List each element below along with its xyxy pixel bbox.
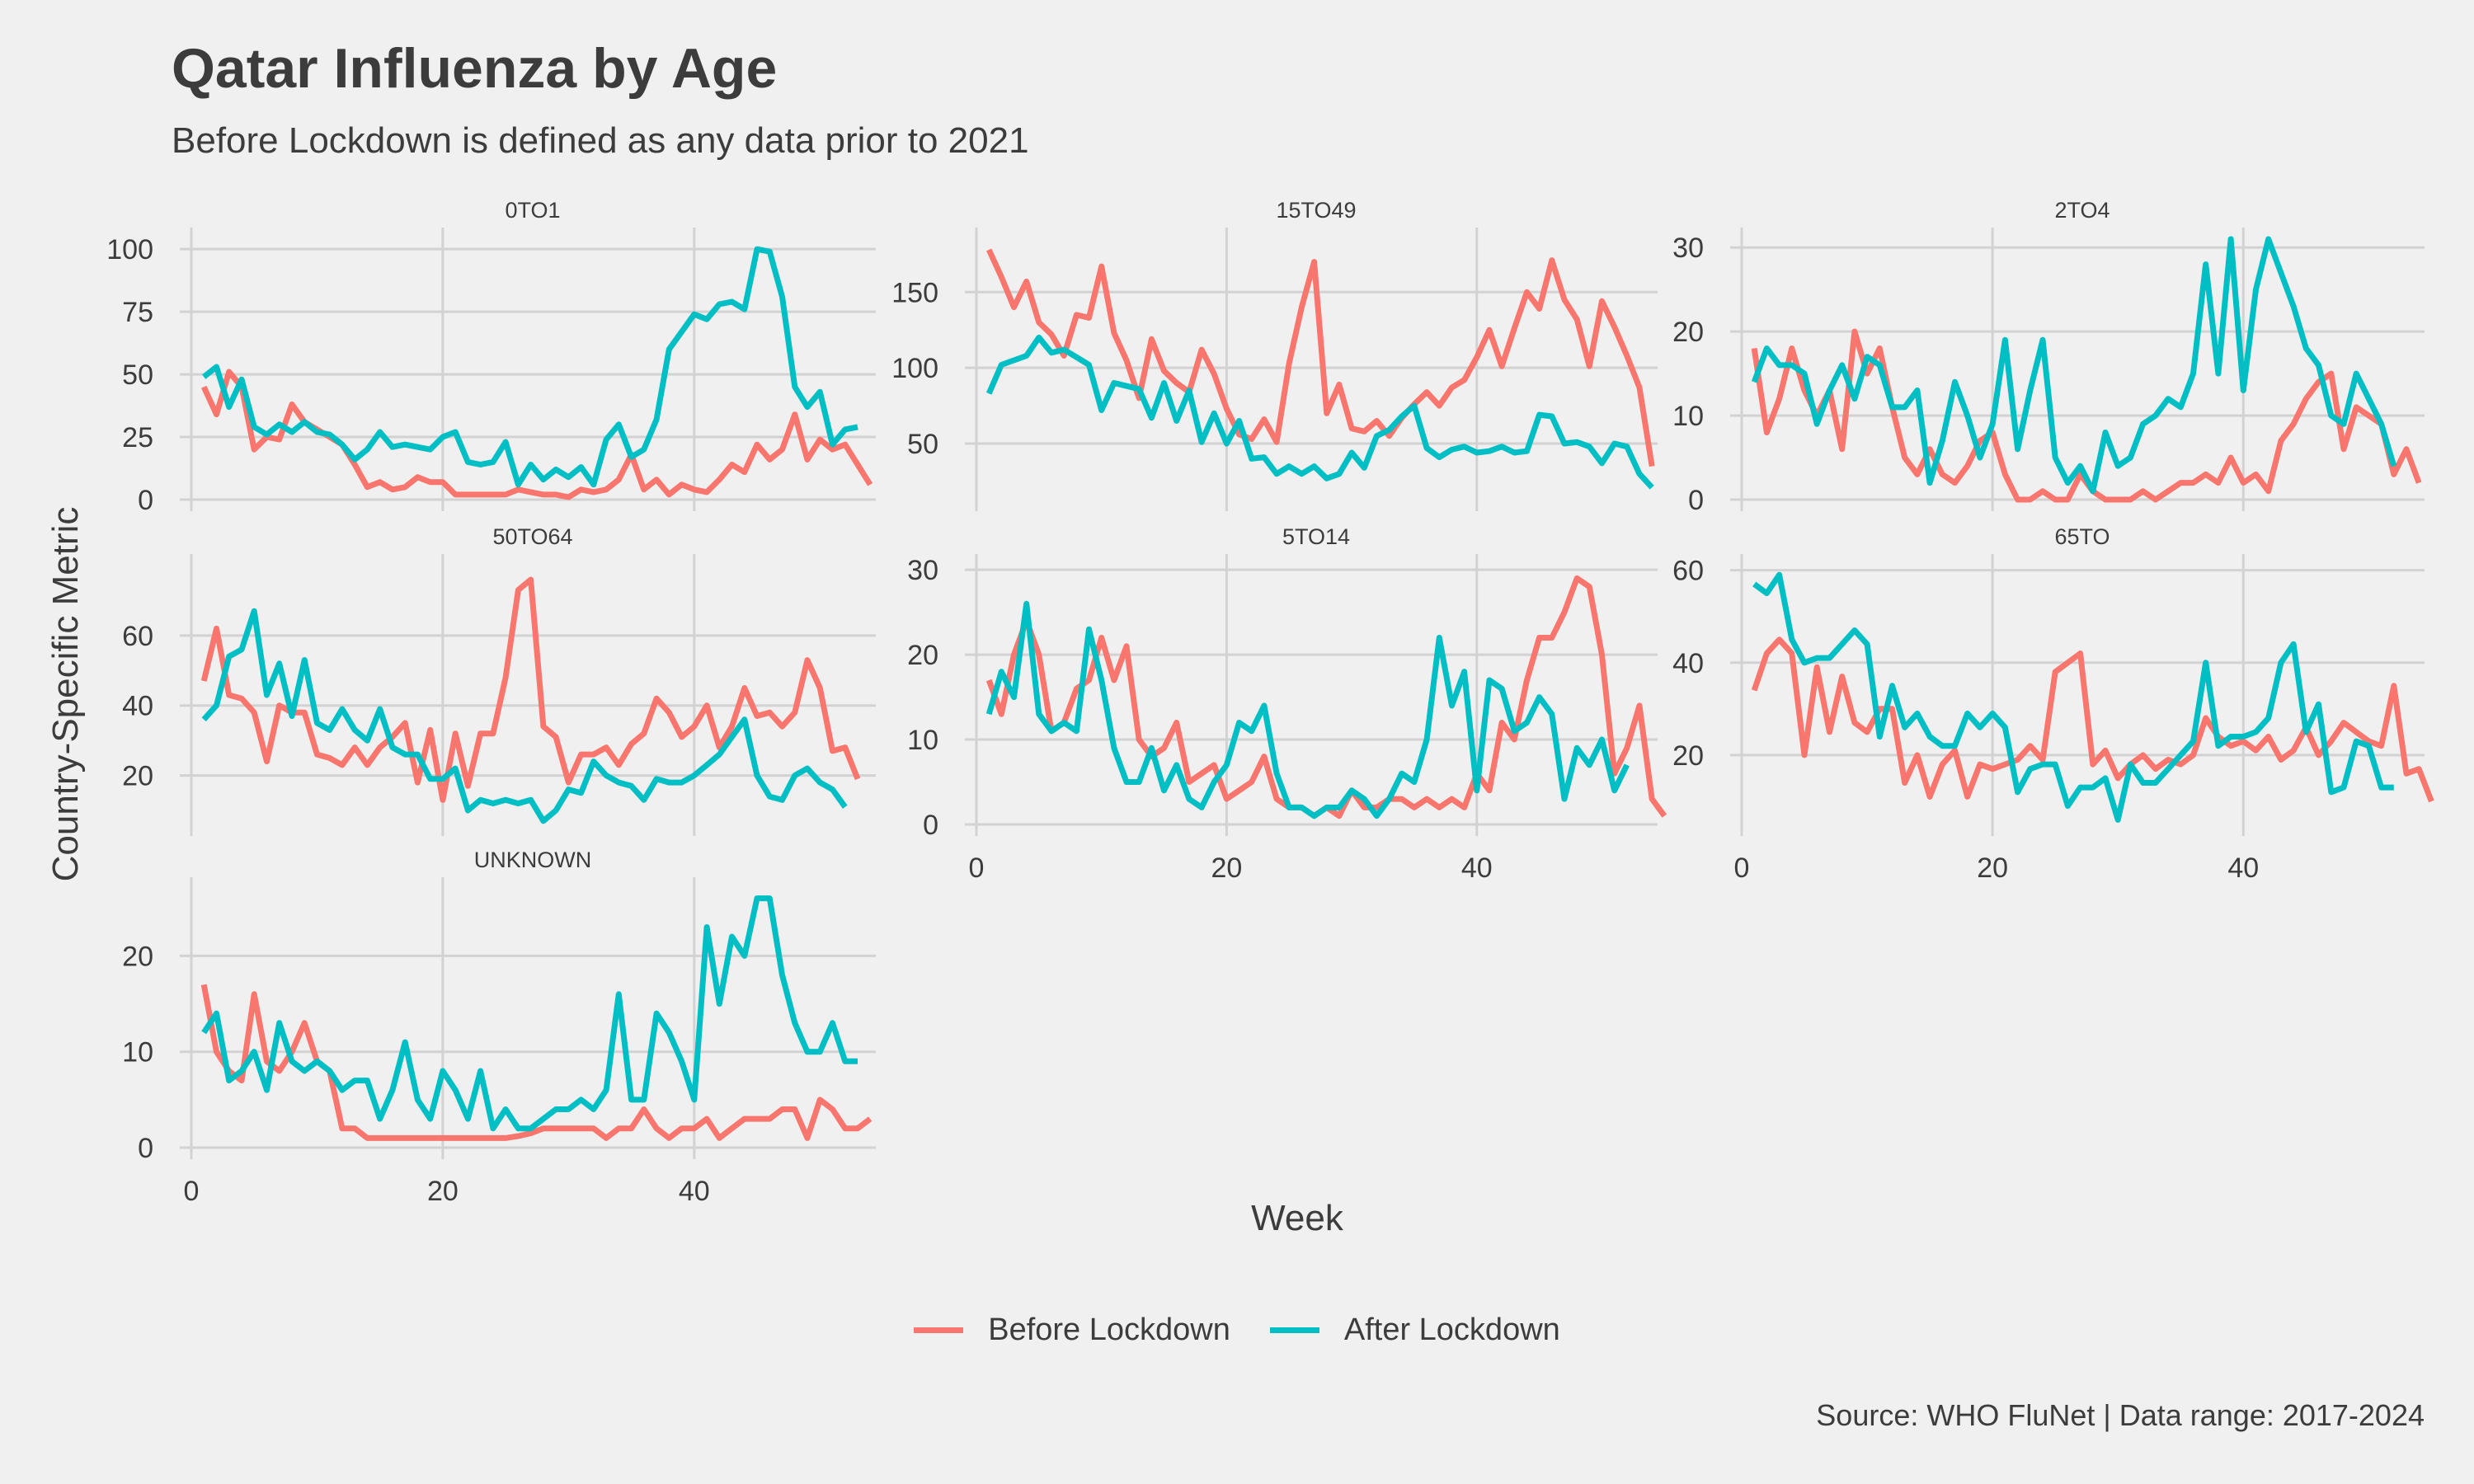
series-line-65to-before bbox=[1751, 636, 2434, 803]
series-line-15to49-after bbox=[985, 334, 1654, 490]
chart-caption: Source: WHO FluNet | Data range: 2017-20… bbox=[1816, 1398, 2425, 1432]
panel-title-5to14: 5TO14 bbox=[1282, 524, 1350, 549]
x-tick-label-65to: 40 bbox=[2227, 852, 2259, 884]
y-tick-label-unknown: 10 bbox=[122, 1037, 153, 1068]
legend-label-after: After Lockdown bbox=[1343, 1313, 1560, 1347]
legend-item-after: After Lockdown bbox=[1269, 1313, 1560, 1348]
y-tick-label-0to1: 50 bbox=[122, 359, 153, 391]
y-tick-label-2to4: 20 bbox=[1672, 317, 1704, 348]
y-tick-label-0to1: 100 bbox=[106, 234, 153, 265]
series-line-65to-after bbox=[1752, 571, 2394, 823]
panel-title-unknown: UNKNOWN bbox=[474, 848, 592, 872]
y-tick-label-0to1: 25 bbox=[122, 422, 153, 453]
y-axis-title: Country-Specific Metric bbox=[45, 507, 86, 882]
panel-2to4: 2TO4 0 10 20 30 bbox=[1672, 198, 2425, 516]
y-tick-label-65to: 40 bbox=[1672, 648, 1704, 679]
legend-label-before: Before Lockdown bbox=[988, 1313, 1230, 1347]
y-tick-label-50to64: 60 bbox=[122, 621, 153, 652]
x-tick-label-unknown: 20 bbox=[427, 1176, 459, 1207]
legend-swatch-after bbox=[1269, 1327, 1319, 1333]
y-tick-label-15to49: 100 bbox=[891, 353, 938, 384]
x-tick-label-unknown: 0 bbox=[184, 1176, 200, 1207]
x-tick-label-65to: 0 bbox=[1734, 852, 1750, 884]
x-tick-label-65to: 20 bbox=[1977, 852, 2008, 884]
y-tick-label-5to14: 20 bbox=[907, 640, 938, 671]
panel-title-65to: 65TO bbox=[2054, 524, 2109, 549]
chart-title: Qatar Influenza by Age bbox=[172, 37, 778, 100]
legend-item-before: Before Lockdown bbox=[914, 1313, 1230, 1348]
series-line-5to14-after bbox=[985, 600, 1630, 819]
y-tick-label-unknown: 20 bbox=[122, 941, 153, 972]
y-tick-label-50to64: 20 bbox=[122, 761, 153, 792]
legend-swatch-before bbox=[914, 1327, 964, 1333]
panel-title-15to49: 15TO49 bbox=[1276, 198, 1356, 223]
y-tick-label-0to1: 0 bbox=[138, 485, 153, 516]
series-line-2to4-after bbox=[1751, 236, 2397, 495]
panel-title-2to4: 2TO4 bbox=[2054, 198, 2109, 223]
y-tick-label-unknown: 0 bbox=[138, 1133, 153, 1164]
x-tick-label-unknown: 40 bbox=[679, 1176, 710, 1207]
chart-subtitle: Before Lockdown is defined as any data p… bbox=[172, 120, 1029, 161]
y-tick-label-2to4: 0 bbox=[1688, 485, 1704, 516]
series-line-0to1-before bbox=[201, 369, 873, 500]
x-tick-label-5to14: 0 bbox=[969, 852, 985, 884]
y-tick-label-5to14: 0 bbox=[923, 810, 938, 841]
y-tick-label-65to: 20 bbox=[1672, 740, 1704, 772]
panel-unknown: UNKNOWN 0 10 20 0 20 40 bbox=[122, 848, 876, 1207]
series-line-unknown-after bbox=[201, 895, 858, 1132]
series-line-0to1-after bbox=[202, 246, 858, 488]
series-line-50to64-before bbox=[200, 576, 861, 803]
panel-title-50to64: 50TO64 bbox=[492, 524, 572, 549]
y-tick-label-2to4: 10 bbox=[1672, 401, 1704, 432]
legend: Before Lockdown After Lockdown bbox=[0, 1313, 2474, 1348]
y-tick-label-50to64: 40 bbox=[122, 691, 153, 722]
series-line-15to49-before bbox=[986, 248, 1655, 467]
panel-65to: 65TO 20 40 60 0 20 40 bbox=[1672, 524, 2434, 884]
panel-50to64: 50TO64 20 40 60 bbox=[122, 524, 876, 836]
panel-5to14: 5TO14 0 10 20 30 0 20 40 bbox=[907, 524, 1667, 884]
y-tick-label-15to49: 50 bbox=[907, 429, 938, 460]
x-tick-label-5to14: 40 bbox=[1461, 852, 1493, 884]
panel-0to1: 0TO1 0 25 50 75 100 bbox=[106, 198, 876, 516]
y-tick-label-5to14: 10 bbox=[907, 725, 938, 756]
y-tick-label-15to49: 150 bbox=[891, 277, 938, 308]
y-tick-label-0to1: 75 bbox=[122, 297, 153, 328]
y-tick-label-65to: 60 bbox=[1672, 556, 1704, 587]
series-line-50to64-after bbox=[201, 608, 848, 824]
x-axis-title: Week bbox=[1251, 1198, 1344, 1238]
panel-15to49: 15TO49 50 100 150 bbox=[891, 198, 1658, 511]
y-tick-label-2to4: 30 bbox=[1672, 232, 1704, 264]
panel-title-0to1: 0TO1 bbox=[505, 198, 560, 223]
y-tick-label-5to14: 30 bbox=[907, 555, 938, 586]
series-line-unknown-before bbox=[200, 984, 872, 1141]
x-tick-label-5to14: 20 bbox=[1211, 852, 1242, 884]
